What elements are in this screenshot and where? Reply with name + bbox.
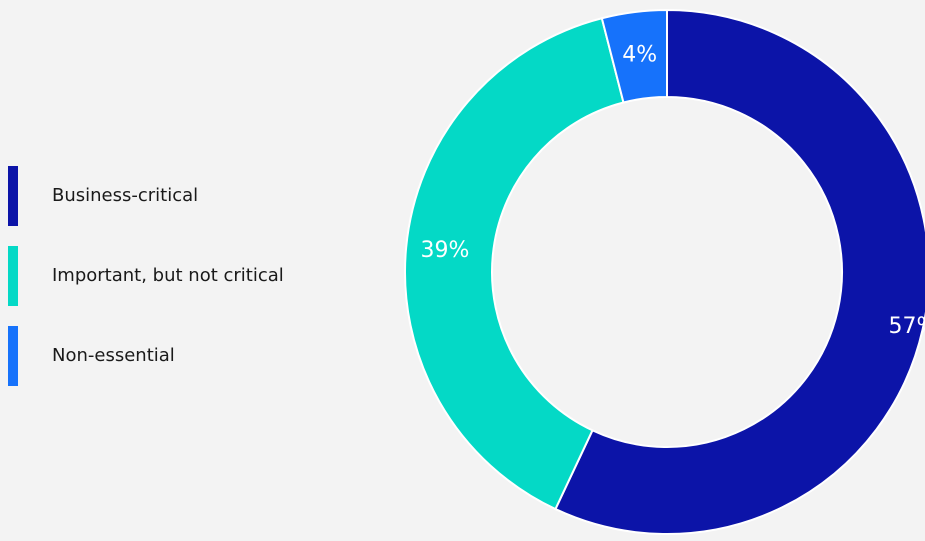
donut-labels: 57% 39% 4% — [421, 43, 925, 339]
slice-important — [404, 17, 625, 511]
legend-swatch-important — [8, 246, 18, 306]
legend-label-business-critical: Business-critical — [52, 185, 199, 206]
legend-label-important: Important, but not critical — [52, 265, 284, 286]
label-non-essential: 4% — [622, 43, 657, 68]
legend-item-business-critical: Business-critical — [8, 166, 348, 226]
label-business-critical: 57% — [888, 314, 925, 339]
donut-slices — [404, 8, 925, 535]
slice-non-essential — [600, 8, 668, 104]
slice-business-critical — [554, 8, 925, 535]
label-important: 39% — [421, 238, 470, 263]
legend-swatch-non-essential — [8, 326, 18, 386]
legend-item-non-essential: Non-essential — [8, 326, 348, 386]
legend-item-important: Important, but not critical — [8, 246, 348, 306]
chart-legend: Business-critical Important, but not cri… — [8, 166, 348, 406]
legend-label-non-essential: Non-essential — [52, 345, 175, 366]
legend-swatch-business-critical — [8, 166, 18, 226]
